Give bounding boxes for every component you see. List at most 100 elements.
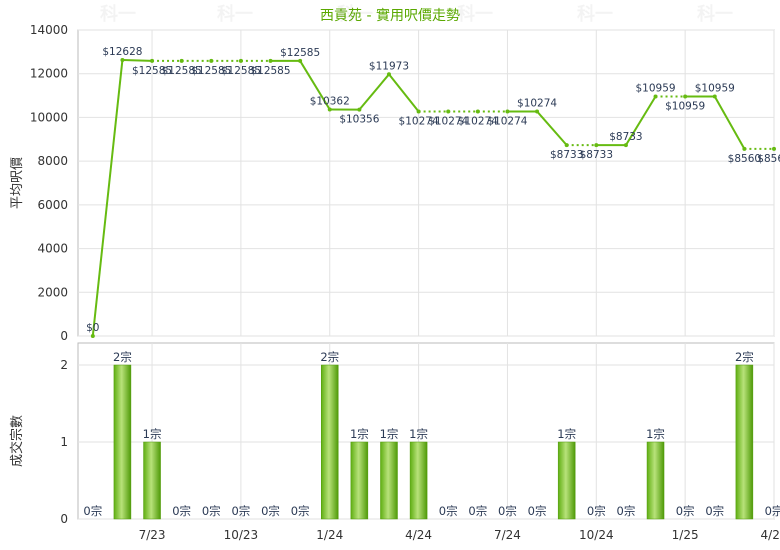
volume-bar-label: 1宗 bbox=[557, 427, 576, 441]
price-line-segment bbox=[536, 110, 568, 146]
watermark-text: 科一 bbox=[217, 3, 253, 25]
x-tick-label: 10/24 bbox=[579, 528, 614, 542]
price-point bbox=[623, 143, 628, 148]
volume-bar-label: 2宗 bbox=[113, 350, 132, 364]
x-axis-ticks: 7/23 10/23 1/24 4/24 7/24 10/24 1/25 4/25 bbox=[139, 528, 780, 542]
price-line-segment bbox=[713, 95, 746, 150]
volume-bar-label: 0宗 bbox=[617, 504, 636, 518]
price-y-tick-label: 6000 bbox=[37, 198, 68, 212]
volume-bar-label: 0宗 bbox=[439, 504, 458, 518]
chart-title: 西貢苑 - 實用呎價走勢 bbox=[320, 7, 460, 24]
volume-bar-label: 0宗 bbox=[202, 504, 221, 518]
price-plot-area bbox=[77, 29, 775, 337]
volume-bar bbox=[143, 441, 161, 520]
price-y-tick-label: 2000 bbox=[37, 285, 68, 299]
volume-bar-label: 2宗 bbox=[320, 350, 339, 364]
volume-bar-label: 2宗 bbox=[735, 350, 754, 364]
volume-y-tick-label: 2 bbox=[60, 358, 68, 372]
volume-bar-label: 0宗 bbox=[83, 504, 102, 518]
volume-bar bbox=[557, 441, 576, 520]
price-grid bbox=[78, 29, 775, 337]
volume-bar-label: 1宗 bbox=[409, 427, 428, 441]
x-tick-label: 1/25 bbox=[672, 528, 699, 542]
volume-bar-label: 0宗 bbox=[528, 504, 547, 518]
price-point-label: $10274 bbox=[399, 115, 439, 127]
volume-y-tick-label: 0 bbox=[60, 512, 68, 526]
price-point-label: $8733 bbox=[550, 149, 583, 161]
price-point bbox=[594, 143, 599, 148]
x-tick-label: 1/24 bbox=[316, 528, 343, 542]
price-point bbox=[179, 58, 184, 63]
x-tick-label: 4/24 bbox=[405, 528, 432, 542]
price-point bbox=[416, 109, 421, 114]
price-point-label: $12585 bbox=[191, 65, 231, 77]
price-point bbox=[327, 107, 332, 112]
volume-bar bbox=[320, 364, 339, 520]
volume-bar bbox=[380, 441, 398, 520]
price-y-ticks: 0 2000 4000 6000 8000 10000 12000 14000 bbox=[30, 23, 68, 343]
price-point-label: $12585 bbox=[280, 47, 320, 59]
price-point bbox=[564, 143, 569, 148]
volume-bar bbox=[113, 364, 132, 520]
price-point-label: $10274 bbox=[487, 115, 527, 127]
price-point-label: $11973 bbox=[369, 60, 409, 72]
price-point bbox=[298, 58, 303, 63]
price-line-segment bbox=[91, 59, 124, 337]
price-point bbox=[209, 58, 214, 63]
price-y-tick-label: 12000 bbox=[30, 67, 68, 81]
price-line-segment bbox=[299, 60, 331, 111]
price-point bbox=[712, 94, 717, 99]
price-point-label: $10356 bbox=[339, 114, 379, 126]
price-y-tick-label: 0 bbox=[60, 329, 68, 343]
volume-bar-label: 0宗 bbox=[676, 504, 695, 518]
price-point-label: $10274 bbox=[517, 97, 557, 109]
price-y-axis-label: 平均呎價 bbox=[10, 157, 25, 209]
price-y-tick-label: 10000 bbox=[30, 110, 68, 124]
price-point bbox=[386, 72, 391, 77]
price-point bbox=[238, 58, 243, 63]
price-point bbox=[475, 109, 480, 114]
volume-bar-label: 0宗 bbox=[291, 504, 310, 518]
price-point bbox=[772, 146, 776, 151]
price-point-label: $12585 bbox=[162, 65, 202, 77]
watermark-text: 科一 bbox=[100, 3, 136, 25]
price-point-label: $8733 bbox=[609, 131, 642, 143]
price-y-tick-label: 14000 bbox=[30, 23, 68, 37]
price-point-label: $12585 bbox=[221, 65, 261, 77]
price-y-tick-label: 8000 bbox=[37, 154, 68, 168]
price-point bbox=[683, 94, 688, 99]
volume-y-axis-label: 成交宗數 bbox=[9, 415, 25, 467]
price-point-label: $10959 bbox=[665, 100, 705, 112]
price-point-label: $10362 bbox=[310, 96, 350, 108]
price-line-segment bbox=[358, 73, 390, 111]
price-point bbox=[150, 58, 155, 63]
price-point bbox=[535, 109, 540, 114]
volume-bar-label: 0宗 bbox=[587, 504, 606, 518]
volume-bar bbox=[735, 364, 754, 520]
volume-bar bbox=[409, 441, 428, 520]
price-points bbox=[90, 57, 776, 338]
volume-y-tick-label: 1 bbox=[60, 435, 68, 449]
volume-bar-labels: 0宗 2宗 1宗 0宗 0宗 0宗 0宗 0宗 2宗 1宗 1宗 1宗 0宗 0宗 0宗 0宗 1宗 0宗 0宗 1宗… bbox=[83, 350, 780, 518]
volume-grid bbox=[78, 343, 775, 520]
price-point bbox=[120, 57, 125, 62]
price-point-label: $10959 bbox=[635, 82, 675, 94]
price-line-segment bbox=[625, 95, 657, 146]
volume-bar-label: 0宗 bbox=[705, 504, 724, 518]
price-point bbox=[505, 109, 510, 114]
volume-bar-label: 1宗 bbox=[646, 427, 665, 441]
volume-y-ticks: 0 1 2 bbox=[60, 358, 68, 526]
price-point-label: $8560 bbox=[757, 153, 780, 165]
price-point-label: $12628 bbox=[102, 46, 142, 58]
x-tick-label: 4/25 bbox=[761, 528, 780, 542]
volume-bar-label: 0宗 bbox=[468, 504, 487, 518]
volume-bar-label: 0宗 bbox=[498, 504, 517, 518]
volume-bar-label: 0宗 bbox=[261, 504, 280, 518]
price-line-segment bbox=[122, 58, 153, 62]
price-line-segment bbox=[388, 73, 420, 113]
volume-bar-label: 0宗 bbox=[231, 504, 250, 518]
volume-bar-label: 1宗 bbox=[350, 427, 369, 441]
watermark-text: 科一 bbox=[697, 3, 733, 25]
